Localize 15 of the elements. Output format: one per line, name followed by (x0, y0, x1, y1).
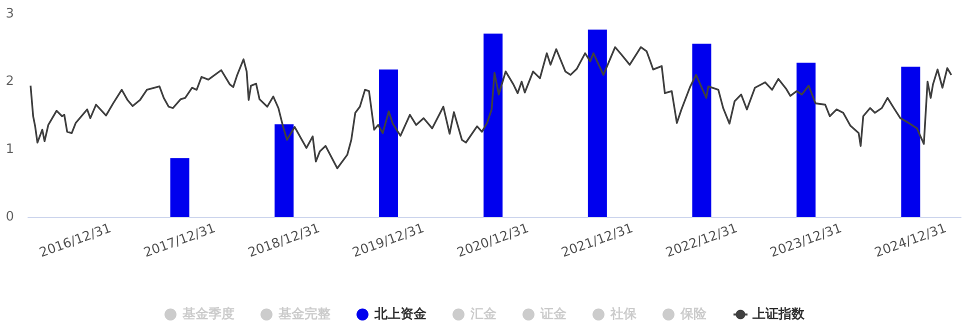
bar (378, 69, 398, 217)
bar (901, 66, 920, 217)
line-series (30, 46, 952, 170)
bar (796, 62, 816, 217)
bar (588, 30, 607, 217)
y-tick-label: 0 (6, 210, 14, 224)
bar (692, 44, 712, 217)
y-tick-label: 1 (6, 142, 14, 157)
y-tick-label: 2 (6, 74, 14, 90)
bar (274, 124, 294, 217)
bar (170, 158, 190, 217)
bar (484, 34, 503, 217)
legend-label: 上证指数 (752, 307, 806, 322)
legend-label: 北上资金 (374, 307, 428, 322)
y-tick-label: 3 (6, 6, 14, 22)
